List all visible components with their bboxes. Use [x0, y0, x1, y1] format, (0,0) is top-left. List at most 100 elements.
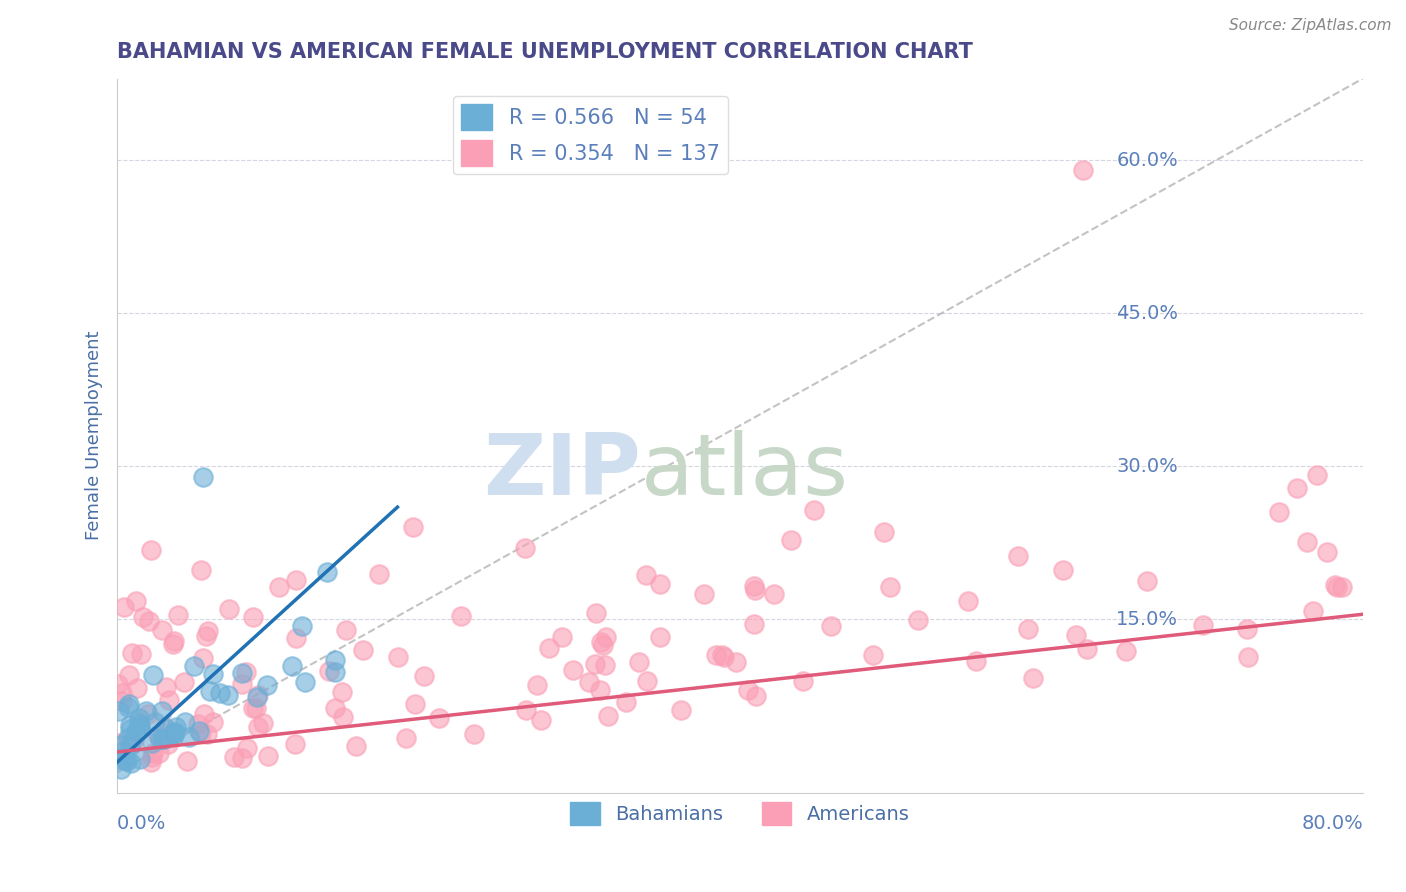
Americans [167, 607, 190, 622]
Americans [401, 520, 423, 534]
Bahamians [165, 720, 187, 734]
Text: ZIP: ZIP [482, 430, 640, 513]
Americans [193, 707, 215, 722]
Bahamians [120, 756, 142, 771]
Bahamians [149, 731, 172, 746]
Americans [332, 710, 354, 724]
Bahamians [256, 678, 278, 692]
Americans [737, 682, 759, 697]
Americans [201, 715, 224, 730]
Americans [598, 709, 620, 723]
Bahamians [141, 736, 163, 750]
Bahamians [231, 666, 253, 681]
Bahamians [128, 721, 150, 735]
Americans [155, 720, 177, 734]
Americans [197, 624, 219, 639]
Americans [648, 577, 671, 591]
Legend: R = 0.566   N = 54, R = 0.354   N = 137: R = 0.566 N = 54, R = 0.354 N = 137 [453, 96, 728, 174]
Americans [669, 703, 692, 717]
Americans [965, 654, 987, 668]
Americans [318, 664, 340, 678]
Bahamians [142, 668, 165, 682]
Bahamians [291, 619, 314, 633]
Bahamians [150, 705, 173, 719]
Americans [627, 656, 650, 670]
Americans [561, 663, 583, 677]
Americans [107, 677, 129, 691]
Americans [592, 638, 614, 652]
Americans [1316, 545, 1339, 559]
Americans [591, 635, 613, 649]
Bahamians [152, 732, 174, 747]
Bahamians [323, 665, 346, 679]
Americans [879, 580, 901, 594]
Americans [124, 594, 146, 608]
Americans [284, 631, 307, 645]
Bahamians [108, 738, 131, 752]
Americans [150, 623, 173, 637]
Bahamians [128, 752, 150, 766]
Bahamians [217, 688, 239, 702]
Americans [1326, 580, 1348, 594]
Bahamians [198, 684, 221, 698]
Americans [1115, 644, 1137, 658]
Bahamians [129, 717, 152, 731]
Americans [142, 746, 165, 760]
Bahamians [163, 728, 186, 742]
Y-axis label: Female Unemployment: Female Unemployment [86, 331, 103, 541]
Americans [1007, 549, 1029, 564]
Americans [132, 609, 155, 624]
Americans [173, 675, 195, 690]
Americans [163, 634, 186, 648]
Bahamians [110, 762, 132, 776]
Americans [235, 665, 257, 680]
Americans [146, 728, 169, 742]
Americans [218, 601, 240, 615]
Bahamians [246, 690, 269, 704]
Americans [247, 688, 270, 702]
Americans [269, 580, 291, 594]
Americans [427, 711, 450, 725]
Bahamians [125, 724, 148, 739]
Americans [108, 736, 131, 750]
Americans [1296, 534, 1319, 549]
Americans [704, 648, 727, 663]
Americans [242, 610, 264, 624]
Bahamians [201, 667, 224, 681]
Americans [1330, 580, 1353, 594]
Americans [1323, 577, 1346, 591]
Americans [537, 641, 560, 656]
Americans [450, 608, 472, 623]
Americans [693, 587, 716, 601]
Americans [745, 689, 768, 703]
Americans [634, 568, 657, 582]
Americans [231, 676, 253, 690]
Americans [195, 727, 218, 741]
Americans [589, 683, 612, 698]
Americans [1237, 649, 1260, 664]
Americans [873, 524, 896, 539]
Americans [513, 541, 536, 555]
Americans [231, 751, 253, 765]
Americans [636, 674, 658, 689]
Americans [585, 606, 607, 620]
Americans [352, 642, 374, 657]
Americans [1136, 574, 1159, 588]
Americans [526, 678, 548, 692]
Text: 15.0%: 15.0% [1116, 610, 1178, 629]
Americans [323, 700, 346, 714]
Text: Source: ZipAtlas.com: Source: ZipAtlas.com [1229, 18, 1392, 33]
Americans [862, 648, 884, 662]
Americans [1017, 622, 1039, 636]
Americans [1305, 468, 1327, 483]
Text: BAHAMIAN VS AMERICAN FEMALE UNEMPLOYMENT CORRELATION CHART: BAHAMIAN VS AMERICAN FEMALE UNEMPLOYMENT… [117, 42, 973, 62]
Bahamians [173, 714, 195, 729]
Americans [395, 731, 418, 745]
Americans [157, 693, 180, 707]
Americans [187, 716, 209, 731]
Bahamians [162, 725, 184, 739]
Text: 30.0%: 30.0% [1116, 457, 1178, 475]
Americans [463, 727, 485, 741]
Americans [713, 650, 735, 665]
Bahamians [188, 724, 211, 739]
